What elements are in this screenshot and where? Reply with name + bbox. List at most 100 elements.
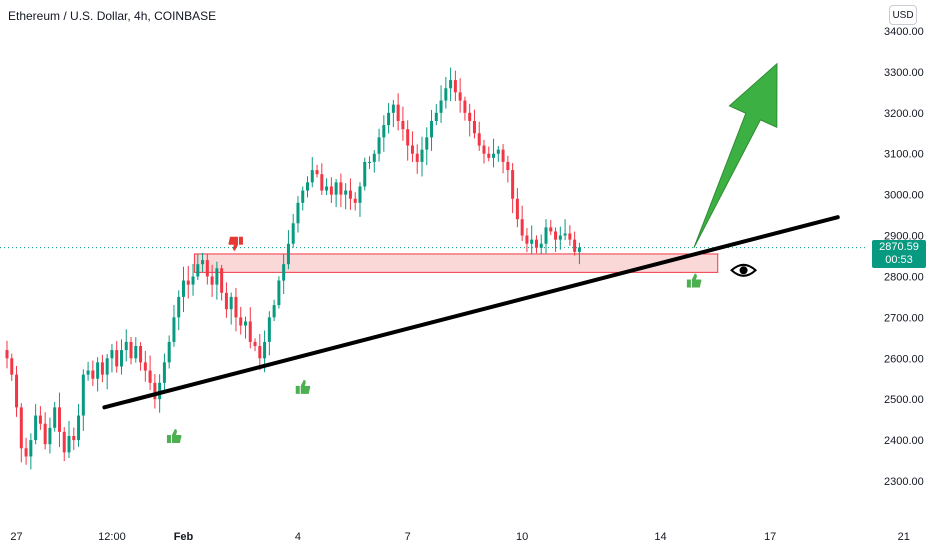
- candle: [143, 350, 147, 382]
- candle: [62, 427, 66, 462]
- candle: [24, 437, 28, 465]
- candle: [520, 205, 524, 242]
- candle-body: [239, 317, 243, 326]
- candle: [96, 357, 100, 392]
- candle-body: [306, 182, 310, 191]
- x-tick-label: 21: [898, 531, 910, 543]
- candle-body: [477, 133, 481, 146]
- candle-body: [425, 137, 429, 150]
- candle-body: [224, 292, 228, 310]
- candle: [100, 354, 104, 383]
- candle-body: [148, 370, 152, 383]
- candle: [487, 146, 491, 162]
- candle: [329, 177, 333, 203]
- candle: [234, 288, 238, 332]
- y-tick-label: 2800.00: [884, 271, 924, 283]
- candle: [573, 231, 577, 256]
- trendline-line[interactable]: [102, 215, 840, 410]
- candle: [549, 220, 553, 236]
- candle: [554, 227, 558, 253]
- candle: [172, 304, 176, 347]
- candle-body: [220, 268, 224, 293]
- candle: [444, 76, 448, 109]
- candle-body: [449, 80, 453, 89]
- candle: [401, 106, 405, 141]
- candle: [396, 93, 400, 131]
- candle: [43, 412, 47, 450]
- candle-body: [568, 233, 572, 240]
- thumb-hand: [171, 429, 182, 443]
- candle: [301, 186, 305, 211]
- candle-body: [282, 264, 286, 281]
- candle: [496, 145, 500, 162]
- candle-body: [301, 190, 305, 203]
- candle: [205, 254, 209, 285]
- candle: [19, 403, 23, 463]
- candle-body: [272, 305, 276, 318]
- y-tick-label: 3000.00: [884, 190, 924, 202]
- candle-body: [29, 440, 33, 457]
- candle-body: [577, 247, 581, 252]
- candle-body: [377, 137, 381, 154]
- candle-body: [57, 407, 61, 432]
- candle-body: [391, 104, 395, 113]
- candle: [568, 225, 572, 246]
- thumbs-down-icon: [228, 236, 243, 251]
- candle-body: [53, 407, 57, 428]
- candle: [220, 264, 224, 301]
- candle-body: [472, 121, 476, 134]
- candle: [253, 338, 257, 352]
- candle-body: [329, 186, 333, 195]
- candle: [325, 178, 329, 196]
- supply-zone[interactable]: [193, 253, 719, 273]
- candle-body: [177, 296, 181, 318]
- thumbs-up-icon: [295, 379, 311, 394]
- candle: [229, 292, 233, 325]
- trendline[interactable]: [102, 215, 840, 410]
- x-tick-label: 4: [295, 531, 301, 543]
- candle-body: [368, 161, 372, 163]
- thumb-cuff: [238, 236, 243, 245]
- supply-zone-rect[interactable]: [193, 253, 719, 273]
- candle-body: [143, 362, 147, 371]
- candle: [72, 427, 76, 451]
- candle-body: [263, 341, 267, 359]
- candle: [277, 276, 281, 309]
- currency-button[interactable]: USD: [889, 5, 917, 25]
- candle-body: [258, 346, 262, 359]
- candle-body: [38, 415, 42, 424]
- candle-body: [444, 88, 448, 101]
- candle: [53, 401, 57, 432]
- candle: [320, 163, 324, 195]
- candle: [310, 157, 314, 188]
- candle: [67, 420, 71, 458]
- y-tick-label: 3300.00: [884, 67, 924, 79]
- candle: [196, 254, 200, 281]
- candle: [248, 307, 252, 349]
- candle-body: [234, 296, 238, 318]
- eye-icon: [730, 263, 758, 277]
- y-tick-label: 2600.00: [884, 353, 924, 365]
- candle: [129, 336, 133, 365]
- candle-body: [363, 161, 367, 187]
- candle-body: [458, 92, 462, 101]
- x-tick-label: Feb: [174, 531, 194, 543]
- candle: [201, 252, 205, 272]
- candle-body: [415, 153, 419, 162]
- candle: [315, 164, 319, 178]
- candle: [558, 226, 562, 250]
- candle: [515, 188, 519, 228]
- candle: [181, 266, 185, 313]
- candle: [563, 219, 567, 241]
- candle-body: [34, 415, 38, 441]
- candle-body: [339, 182, 343, 195]
- candle-body: [420, 149, 424, 162]
- candle-body: [96, 362, 100, 379]
- x-tick-label: 17: [764, 531, 776, 543]
- candle-body: [520, 219, 524, 236]
- last-price-badge: 2870.59 00:53: [872, 240, 926, 268]
- candle-body: [124, 341, 128, 351]
- candle-body: [229, 296, 233, 310]
- candle: [191, 264, 195, 296]
